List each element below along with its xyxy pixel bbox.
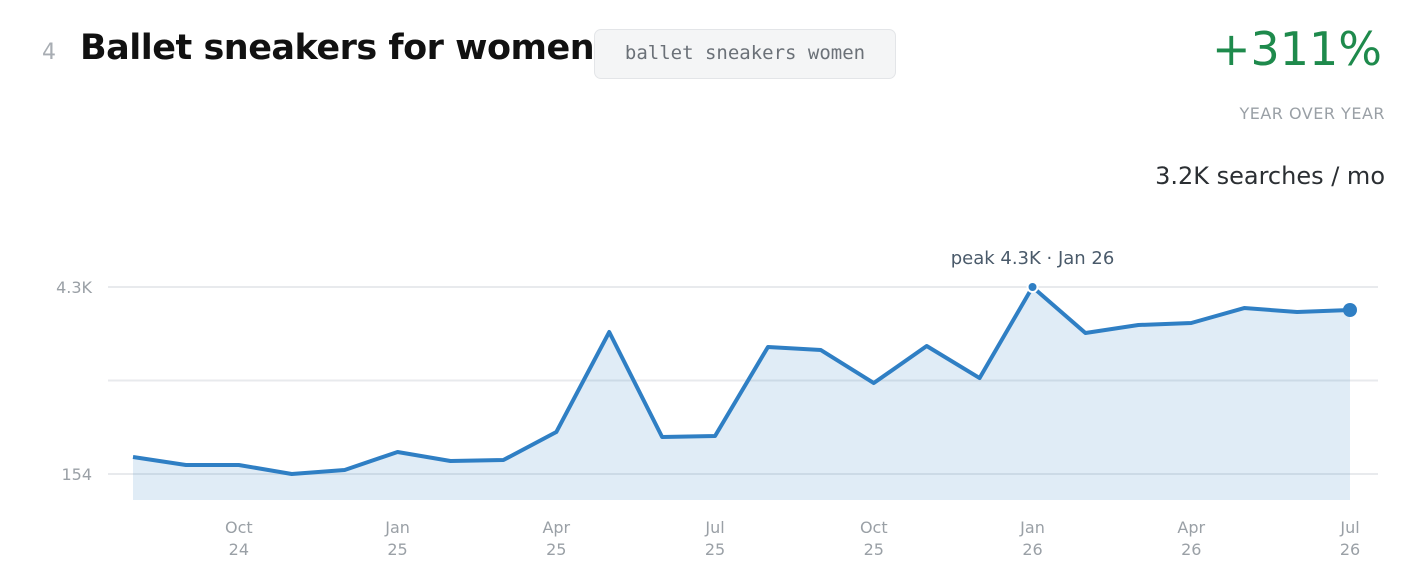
- x-tick-month: Oct: [225, 518, 253, 537]
- x-tick-year: 25: [546, 540, 566, 559]
- x-tick-year: 25: [387, 540, 407, 559]
- x-tick-month: Oct: [860, 518, 888, 537]
- keyword-pill: ballet sneakers women: [594, 29, 896, 79]
- x-tick-year: 25: [864, 540, 884, 559]
- x-tick-month: Apr: [542, 518, 570, 537]
- x-tick-month: Jul: [1339, 518, 1359, 537]
- x-tick-year: 26: [1181, 540, 1201, 559]
- x-tick-year: 24: [229, 540, 249, 559]
- x-tick-year: 25: [705, 540, 725, 559]
- peak-annotation: peak 4.3K · Jan 26: [951, 248, 1115, 269]
- y-tick-label: 154: [61, 465, 92, 484]
- y-tick-label: 4.3K: [56, 278, 92, 297]
- peak-dot: [1026, 281, 1039, 293]
- rank: 4: [42, 40, 56, 65]
- change: +311%: [1211, 22, 1382, 76]
- x-tick-month: Jan: [1019, 518, 1045, 537]
- x-tick-month: Jan: [384, 518, 410, 537]
- line: [132, 285, 1351, 477]
- title: Ballet sneakers for women: [80, 28, 595, 68]
- x-tick-month: Apr: [1177, 518, 1205, 537]
- volume: 3.2K searches / mo: [1155, 162, 1385, 190]
- change-label: YEAR OVER YEAR: [1239, 104, 1385, 123]
- x-tick-year: 26: [1340, 540, 1360, 559]
- x-tick-month: Jul: [704, 518, 724, 537]
- x-tick-year: 26: [1022, 540, 1042, 559]
- last-dot: [1343, 303, 1357, 318]
